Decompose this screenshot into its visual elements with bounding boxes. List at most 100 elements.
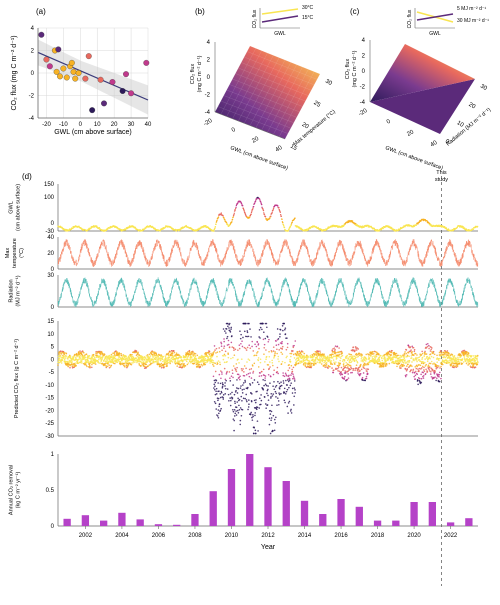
svg-text:Annual CO₂ removal: Annual CO₂ removal <box>9 465 15 515</box>
annual-bar <box>155 524 162 526</box>
figure-root: (a) -20-10010203040 -4-2024 GWL (cm abov… <box>0 0 500 605</box>
svg-text:20: 20 <box>111 122 118 128</box>
annual-bar <box>410 502 417 526</box>
scatter-point <box>76 70 82 76</box>
svg-text:(cm above surface): (cm above surface) <box>16 184 22 231</box>
svg-text:2012: 2012 <box>261 533 275 539</box>
annual-bar <box>210 491 217 526</box>
scatter-point <box>56 47 62 53</box>
svg-text:CO₂ flux: CO₂ flux <box>345 59 351 80</box>
svg-text:2016: 2016 <box>334 533 348 539</box>
panel-c-label: (c) <box>350 7 360 16</box>
svg-text:2008: 2008 <box>188 533 202 539</box>
annual-bar <box>100 521 107 526</box>
svg-text:Radiation: Radiation <box>9 279 15 302</box>
svg-text:Predicted CO₂ flux (g C m⁻² d⁻: Predicted CO₂ flux (g C m⁻² d⁻¹) <box>14 339 20 418</box>
svg-text:-25: -25 <box>45 421 54 427</box>
scatter-point <box>123 71 129 77</box>
svg-text:2004: 2004 <box>115 533 129 539</box>
scatter-point <box>64 75 70 81</box>
svg-text:-2: -2 <box>360 85 366 91</box>
scatter-point <box>72 76 78 82</box>
scatter-point <box>44 57 50 63</box>
svg-text:-2: -2 <box>205 93 211 99</box>
svg-text:(kg C m⁻² yr⁻¹): (kg C m⁻² yr⁻¹) <box>16 472 22 509</box>
svg-text:-4: -4 <box>29 116 35 122</box>
panel-a-ylabel: CO₂ flux (mg C m⁻² d⁻¹) <box>11 35 18 110</box>
annual-bar <box>191 514 198 526</box>
scatter-point <box>101 101 107 107</box>
svg-text:10: 10 <box>47 332 54 338</box>
svg-text:30: 30 <box>128 122 135 128</box>
panel-c-inset-ylabel: CO₂ flux <box>407 9 413 28</box>
svg-text:2018: 2018 <box>371 533 385 539</box>
scatter-point <box>83 76 89 82</box>
annual-bar <box>447 522 454 526</box>
annual-bar <box>429 502 436 526</box>
svg-text:CO₂ flux: CO₂ flux <box>190 64 196 85</box>
annual-bar <box>118 513 125 526</box>
annual-bar <box>356 507 363 526</box>
scatter-point <box>39 32 45 38</box>
svg-text:2014: 2014 <box>298 533 312 539</box>
svg-text:-15: -15 <box>45 396 54 402</box>
panel-b-inset-bottom: 15°C <box>302 15 314 21</box>
svg-text:-20: -20 <box>45 408 54 414</box>
svg-text:(mg C m⁻² d⁻¹): (mg C m⁻² d⁻¹) <box>197 55 203 92</box>
svg-text:-4: -4 <box>360 100 366 106</box>
svg-text:-5: -5 <box>49 370 55 376</box>
svg-text:2022: 2022 <box>444 533 458 539</box>
annual-bar <box>465 518 472 526</box>
scatter-point <box>120 88 126 94</box>
scatter-point <box>69 60 75 66</box>
scatter-point <box>144 60 150 66</box>
annual-bar <box>319 514 326 526</box>
svg-text:2006: 2006 <box>152 533 166 539</box>
svg-text:(mg C m⁻² d⁻¹): (mg C m⁻² d⁻¹) <box>352 50 358 87</box>
annual-bar <box>63 519 70 526</box>
annual-bar <box>392 521 399 526</box>
svg-text:2002: 2002 <box>79 533 93 539</box>
svg-text:-10: -10 <box>45 383 54 389</box>
svg-text:30: 30 <box>47 273 54 279</box>
svg-text:15: 15 <box>47 319 54 325</box>
svg-text:10: 10 <box>94 122 101 128</box>
panel-b-inset-xlabel: GWL <box>274 31 286 37</box>
annual-bar <box>337 499 344 526</box>
panel-d-label: (d) <box>22 172 32 181</box>
svg-text:-4: -4 <box>205 110 211 116</box>
annual-bar <box>283 481 290 526</box>
annual-bar <box>137 519 144 526</box>
svg-text:(MJ m⁻² d⁻¹): (MJ m⁻² d⁻¹) <box>16 275 22 306</box>
scatter-point <box>110 79 116 85</box>
scatter-point <box>89 107 95 113</box>
svg-text:-30: -30 <box>45 434 54 440</box>
scatter-point <box>61 66 67 72</box>
panel-b-label: (b) <box>195 7 205 16</box>
annual-bar <box>246 454 253 526</box>
svg-text:(°C): (°C) <box>19 248 25 258</box>
scatter-point <box>98 77 104 83</box>
svg-text:GWL: GWL <box>9 201 15 214</box>
svg-text:2010: 2010 <box>225 533 239 539</box>
scatter-point <box>71 69 77 75</box>
this-study-label: Thisstudy <box>435 170 448 183</box>
panel-c-inset-bottom: 30 MJ m⁻² d⁻¹ <box>457 18 489 24</box>
svg-text:40: 40 <box>47 235 54 241</box>
svg-text:temperature: temperature <box>12 238 18 268</box>
annual-bar <box>82 515 89 526</box>
svg-text:2020: 2020 <box>407 533 421 539</box>
svg-text:0.5: 0.5 <box>46 488 55 494</box>
panel-b-inset-top: 30°C <box>302 5 314 11</box>
svg-text:20: 20 <box>47 251 54 257</box>
scatter-point <box>128 90 134 96</box>
panel-c-inset-top: 5 MJ m⁻² d⁻¹ <box>457 6 487 12</box>
panel-c-inset-xlabel: GWL <box>429 31 441 37</box>
scatter-point <box>57 74 63 80</box>
scatter-point <box>47 63 53 69</box>
annual-bar <box>228 469 235 526</box>
svg-text:-10: -10 <box>59 122 68 128</box>
annual-bar <box>264 467 271 526</box>
panel-a-label: (a) <box>36 7 46 16</box>
scatter-point <box>86 53 92 59</box>
